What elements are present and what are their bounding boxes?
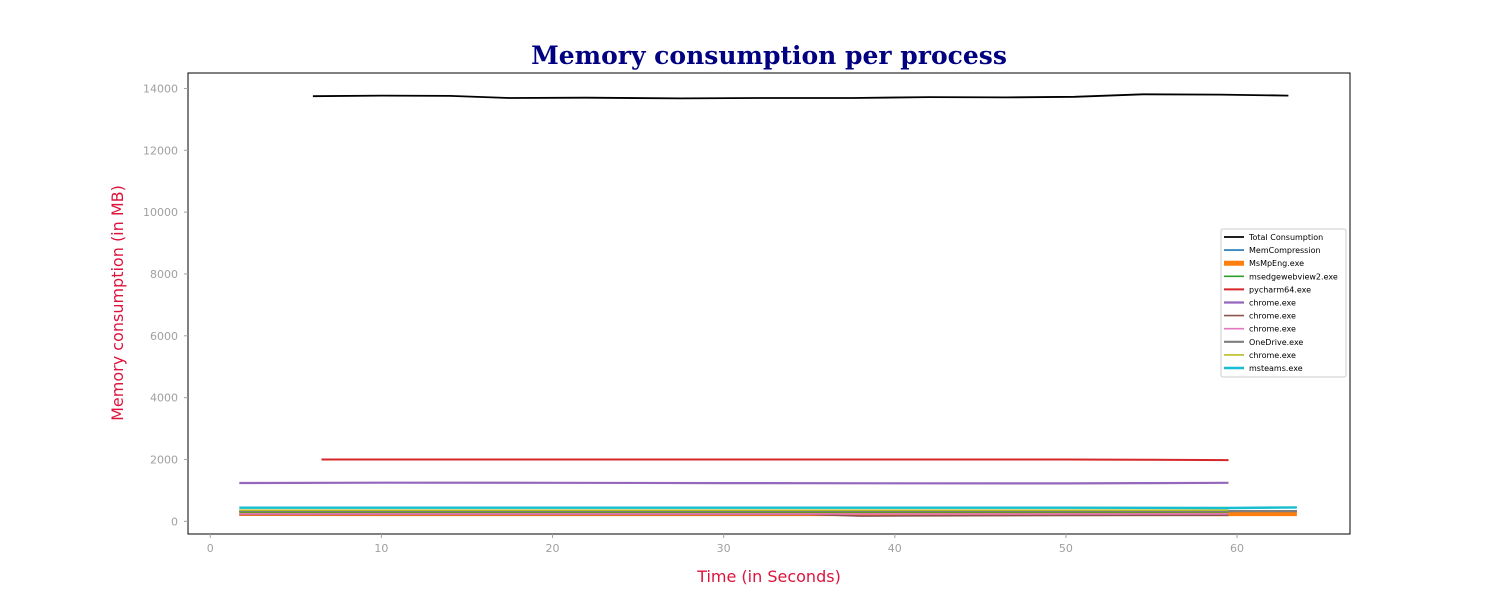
- x-axis-ticks: 0 10 20 30 40 50 60: [207, 534, 1244, 555]
- x-tick-label: 20: [546, 542, 560, 555]
- x-tick-label: 0: [207, 542, 214, 555]
- series-lines: [239, 93, 1297, 517]
- x-tick-label: 40: [888, 542, 902, 555]
- series-line-chrome-exe-5: [239, 481, 1229, 485]
- legend-entry: chrome.exe: [1249, 325, 1296, 334]
- series-line-pycharm64-exe-4: [321, 458, 1229, 462]
- y-tick-label: 2000: [150, 453, 178, 466]
- chart-title: Memory consumption per process: [531, 41, 1007, 70]
- series-line-msteams-exe-10: [239, 506, 1297, 510]
- legend-entry: MemCompression: [1249, 246, 1321, 255]
- x-tick-label: 10: [374, 542, 388, 555]
- y-tick-label: 12000: [143, 144, 178, 157]
- y-tick-label: 0: [171, 515, 178, 528]
- legend: Total Consumption MemCompression MsMpEng.e…: [1220, 228, 1347, 378]
- legend-entry: pycharm64.exe: [1249, 285, 1311, 294]
- legend-entry: Total Consumption: [1248, 233, 1323, 242]
- y-axis-ticks: 0 2000 4000 6000 8000 10000 12000 14000: [143, 82, 188, 528]
- y-tick-label: 6000: [150, 330, 178, 343]
- legend-box: [1220, 228, 1347, 378]
- legend-entry: chrome.exe: [1249, 312, 1296, 321]
- y-tick-label: 10000: [143, 206, 178, 219]
- y-tick-label: 8000: [150, 268, 178, 281]
- legend-entry: chrome.exe: [1249, 351, 1296, 360]
- x-axis-label: Time (in Seconds): [696, 567, 841, 586]
- series-line-total-consumption-0: [312, 93, 1289, 100]
- x-tick-label: 30: [717, 542, 731, 555]
- legend-entry: OneDrive.exe: [1249, 338, 1303, 347]
- y-axis-label: Memory consumption (in MB): [108, 185, 127, 421]
- legend-entry: chrome.exe: [1249, 299, 1296, 308]
- legend-entry: msedgewebview2.exe: [1249, 272, 1338, 281]
- x-tick-label: 60: [1230, 542, 1244, 555]
- y-tick-label: 14000: [143, 82, 178, 95]
- legend-entry: MsMpEng.exe: [1249, 259, 1304, 268]
- y-tick-label: 4000: [150, 392, 178, 405]
- legend-entry: msteams.exe: [1249, 364, 1303, 373]
- x-tick-label: 50: [1059, 542, 1073, 555]
- plot-area: [187, 72, 1351, 535]
